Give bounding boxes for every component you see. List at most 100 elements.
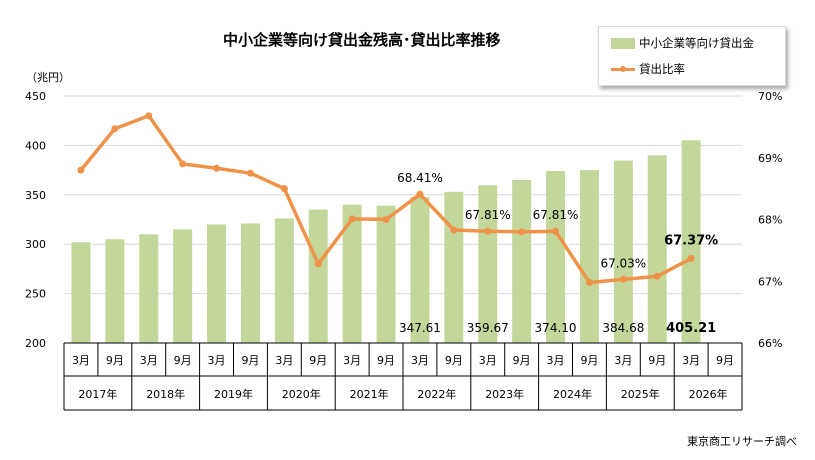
- y-right-tick-label: 66%: [758, 337, 782, 350]
- line-point: [111, 125, 119, 133]
- line-point: [314, 260, 322, 268]
- x-tick-month: 3月: [140, 354, 158, 367]
- bar: [71, 242, 91, 343]
- bar: [512, 179, 532, 343]
- legend-bar-swatch: [611, 37, 635, 49]
- bar: [240, 223, 260, 343]
- y-left-tick-label: 400: [25, 139, 46, 152]
- legend-bar-label: 中小企業等向け貸出金: [639, 36, 754, 50]
- bar: [478, 185, 498, 343]
- line-value-label: 68.41%: [397, 171, 443, 185]
- line-point: [77, 166, 85, 174]
- legend-line-swatch: [611, 64, 635, 75]
- line-value-label: 67.81%: [533, 208, 579, 222]
- y-left-tick-label: 250: [25, 288, 46, 301]
- y-right-tick-label: 67%: [758, 275, 782, 288]
- x-tick-month: 3月: [72, 354, 90, 367]
- line-value-label: 67.37%: [664, 233, 718, 248]
- y-left-tick-label: 450: [25, 90, 46, 103]
- legend-line-label: 貸出比率: [639, 62, 685, 76]
- x-tick-month: 9月: [580, 354, 598, 367]
- line-point: [179, 160, 187, 168]
- bar-value-label: 384.68: [602, 321, 644, 335]
- bar: [139, 234, 159, 343]
- source-note: 東京商工リサーチ調べ: [687, 435, 797, 448]
- x-tick-month: 9月: [377, 354, 395, 367]
- bar-value-label: 347.61: [399, 321, 441, 335]
- bar-value-label: 359.67: [467, 321, 509, 335]
- x-tick-month: 3月: [614, 354, 632, 367]
- bar-value-label: 374.10: [535, 321, 577, 335]
- line-point: [145, 112, 153, 120]
- x-tick-year: 2017年: [78, 387, 117, 401]
- y-left-tick-label: 200: [25, 337, 46, 350]
- x-tick-month: 9月: [445, 354, 463, 367]
- x-tick-year: 2026年: [689, 387, 728, 401]
- x-tick-month: 3月: [682, 354, 700, 367]
- bar: [613, 160, 633, 343]
- line-point: [348, 215, 356, 223]
- line-point: [246, 169, 254, 177]
- x-tick-month: 3月: [411, 354, 429, 367]
- bar: [173, 229, 193, 343]
- x-tick-month: 3月: [479, 354, 497, 367]
- bar: [274, 218, 294, 343]
- line-value-label: 67.03%: [600, 256, 646, 270]
- line-point: [585, 278, 593, 286]
- bar: [647, 155, 667, 343]
- y-left-tick-label: 350: [25, 189, 46, 202]
- x-tick-month: 9月: [513, 354, 531, 367]
- y-right-tick-label: 69%: [758, 152, 782, 165]
- x-tick-month: 9月: [716, 354, 734, 367]
- x-tick-month: 9月: [241, 354, 259, 367]
- line-point: [382, 216, 390, 223]
- y-left-tick-label: 300: [25, 238, 46, 251]
- x-tick-month: 3月: [547, 354, 565, 367]
- bar: [308, 209, 328, 343]
- x-tick-year: 2018年: [146, 387, 185, 401]
- line-point: [450, 226, 458, 234]
- x-tick-month: 9月: [106, 354, 124, 367]
- bar: [410, 197, 430, 343]
- line-point: [484, 227, 492, 235]
- bar: [342, 204, 362, 343]
- line-point: [687, 254, 695, 262]
- bar-value-label: 405.21: [666, 321, 716, 336]
- y-right-tick-label: 68%: [758, 214, 782, 227]
- x-tick-year: 2024年: [553, 387, 592, 401]
- legend-item-bars: 中小企業等向け貸出金: [611, 35, 754, 51]
- x-tick-year: 2025年: [621, 387, 660, 401]
- bar: [546, 170, 566, 343]
- line-point: [518, 228, 526, 236]
- bar: [579, 170, 599, 343]
- bar: [681, 140, 701, 343]
- x-tick-month: 3月: [275, 354, 293, 367]
- bar: [207, 224, 227, 343]
- line-point: [280, 185, 288, 193]
- bar: [376, 205, 396, 343]
- legend: 中小企業等向け貸出金 貸出比率: [598, 26, 786, 86]
- line-value-label: 67.81%: [465, 208, 511, 222]
- line-point: [416, 190, 424, 198]
- line-point: [619, 275, 627, 283]
- x-tick-month: 9月: [174, 354, 192, 367]
- x-tick-year: 2022年: [417, 387, 456, 401]
- x-tick-month: 9月: [309, 354, 327, 367]
- x-tick-year: 2021年: [350, 387, 389, 401]
- line-point: [552, 227, 560, 235]
- y-right-tick-label: 70%: [758, 90, 782, 103]
- legend-item-line: 貸出比率: [611, 61, 685, 77]
- bar: [105, 239, 125, 343]
- chart-title: 中小企業等向け貸出金残高･貸出比率推移: [223, 31, 501, 49]
- x-tick-month: 3月: [208, 354, 226, 367]
- x-tick-year: 2023年: [485, 387, 524, 401]
- y-axis-unit-label: （兆円）: [26, 71, 70, 84]
- x-tick-year: 2020年: [282, 387, 321, 401]
- line-point: [653, 272, 661, 280]
- line-point: [213, 164, 221, 172]
- bar: [444, 191, 464, 343]
- x-tick-month: 3月: [343, 354, 361, 367]
- x-tick-month: 9月: [648, 354, 666, 367]
- x-tick-year: 2019年: [214, 387, 253, 401]
